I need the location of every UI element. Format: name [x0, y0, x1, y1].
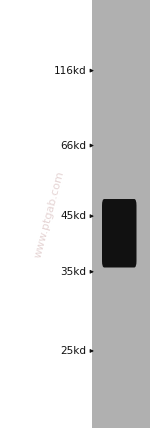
Bar	[92, 0, 150, 428]
FancyBboxPatch shape	[102, 199, 136, 268]
Text: 116kd: 116kd	[54, 65, 86, 76]
Text: 35kd: 35kd	[60, 267, 86, 277]
Text: 66kd: 66kd	[60, 140, 86, 151]
Text: www.ptgab.com: www.ptgab.com	[33, 169, 66, 259]
Text: 45kd: 45kd	[60, 211, 86, 221]
Text: 25kd: 25kd	[60, 346, 86, 356]
